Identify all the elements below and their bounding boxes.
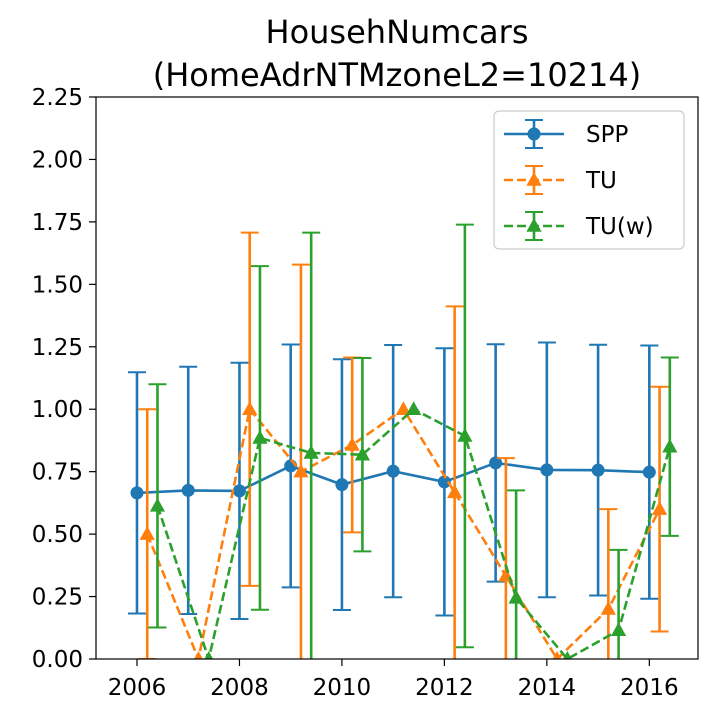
- point-tu-w-7: [508, 589, 524, 604]
- y-tick-label-2: 0.50: [32, 522, 83, 548]
- x-tick-label-2016: 2016: [620, 675, 679, 701]
- point-spp-0: [130, 486, 144, 500]
- series-tu: [138, 231, 669, 659]
- legend-marker-tu-w: [526, 218, 542, 232]
- point-spp-1: [181, 483, 195, 497]
- x-tick-label-2012: 2012: [415, 675, 474, 701]
- series-line-tu: [146, 406, 661, 659]
- plot-frame: [95, 96, 699, 660]
- legend-marker-tu: [526, 172, 542, 186]
- point-tu-w-6: [457, 427, 473, 442]
- x-tick-label-2006: 2006: [108, 675, 167, 701]
- series-line-tu-w: [156, 407, 672, 659]
- point-tu-6: [447, 484, 463, 499]
- point-tu-10: [651, 501, 668, 515]
- point-spp-5: [386, 464, 400, 478]
- x-tick-label-2014: 2014: [518, 675, 577, 701]
- point-spp-10: [642, 465, 656, 479]
- axes-ticks: 2006 2008 2010 2012 2014 2016 0.00 0.25 0.50 0.75…: [32, 85, 679, 701]
- point-spp-9: [591, 463, 605, 477]
- point-spp-4: [335, 478, 349, 492]
- point-tu-w-9: [610, 622, 627, 637]
- chart-title-line-1: HousehNumcars: [266, 13, 529, 51]
- point-spp-6: [437, 475, 451, 489]
- point-tu-w-10: [662, 438, 678, 453]
- point-tu-w-0: [149, 497, 166, 512]
- point-spp-2: [232, 484, 246, 498]
- point-tu-0: [139, 526, 155, 540]
- point-tu-w-2: [252, 429, 268, 444]
- point-tu-w-8: [562, 651, 572, 659]
- legend: SPP TU TU(w): [493, 110, 685, 250]
- x-tick-label-2008: 2008: [210, 675, 269, 701]
- plot-marks: [127, 223, 679, 659]
- point-tu-w-4: [354, 446, 371, 461]
- x-tick-label-2010: 2010: [313, 675, 372, 701]
- point-tu-3: [293, 463, 309, 478]
- point-tu-5: [395, 401, 412, 415]
- point-tu-1: [194, 651, 203, 659]
- point-tu-w-1: [204, 651, 214, 659]
- legend-entry-spp: SPP: [504, 119, 628, 149]
- point-tu-w-3: [303, 444, 319, 459]
- y-tick-label-8: 2.00: [32, 147, 83, 173]
- point-tu-2: [242, 401, 258, 415]
- y-tick-label-5: 1.25: [32, 335, 83, 361]
- y-tick-label-3: 0.75: [32, 460, 83, 486]
- y-tick-label-9: 2.25: [32, 85, 83, 111]
- legend-label-tu-w: TU(w): [585, 214, 654, 240]
- point-tu-w-5: [406, 401, 422, 415]
- point-tu-8: [552, 651, 562, 659]
- series-spp: [127, 341, 659, 621]
- y-tick-label-4: 1.00: [32, 397, 83, 423]
- point-tu-9: [600, 601, 616, 615]
- chart-title-line-2: (HomeAdrNTMzoneL2=10214): [153, 56, 642, 94]
- legend-entry-tu-w: TU(w): [504, 211, 654, 241]
- point-spp-8: [540, 463, 554, 477]
- y-tick-label-6: 1.50: [32, 272, 83, 298]
- series-tu-w: [148, 223, 679, 659]
- legend-label-spp: SPP: [586, 122, 628, 148]
- point-tu-4: [344, 436, 360, 451]
- y-tick-label-7: 1.75: [32, 210, 83, 236]
- legend-box: [493, 110, 685, 250]
- plot-area: [127, 223, 679, 659]
- legend-entry-tu: TU: [504, 165, 617, 195]
- point-spp-7: [489, 456, 503, 470]
- y-tick-label-1: 0.25: [32, 585, 83, 611]
- legend-label-tu: TU: [585, 168, 617, 194]
- y-tick-label-0: 0.00: [32, 647, 83, 673]
- legend-marker-spp: [527, 127, 541, 141]
